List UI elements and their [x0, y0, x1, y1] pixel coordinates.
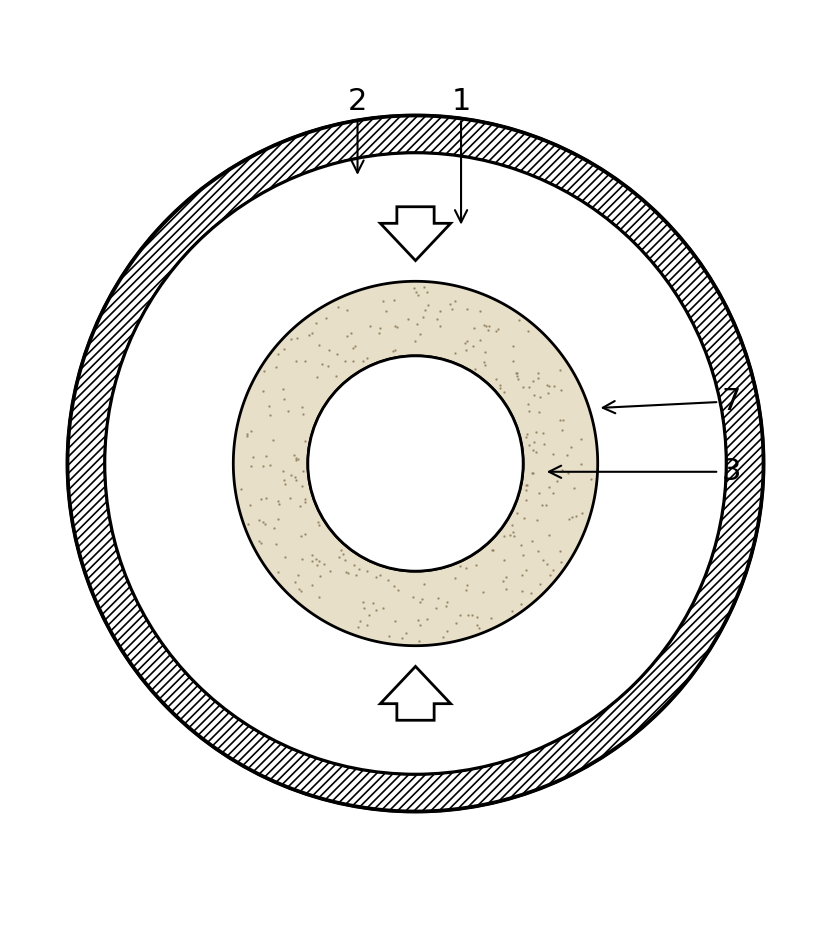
Polygon shape	[381, 667, 450, 720]
Text: 2: 2	[348, 86, 367, 172]
Text: 7: 7	[602, 387, 741, 416]
Circle shape	[67, 116, 764, 811]
Text: 3: 3	[549, 457, 741, 487]
Circle shape	[105, 153, 726, 774]
Polygon shape	[381, 207, 450, 260]
Text: 1: 1	[451, 86, 470, 222]
Circle shape	[307, 356, 524, 571]
PathPatch shape	[234, 281, 597, 646]
PathPatch shape	[67, 116, 764, 811]
